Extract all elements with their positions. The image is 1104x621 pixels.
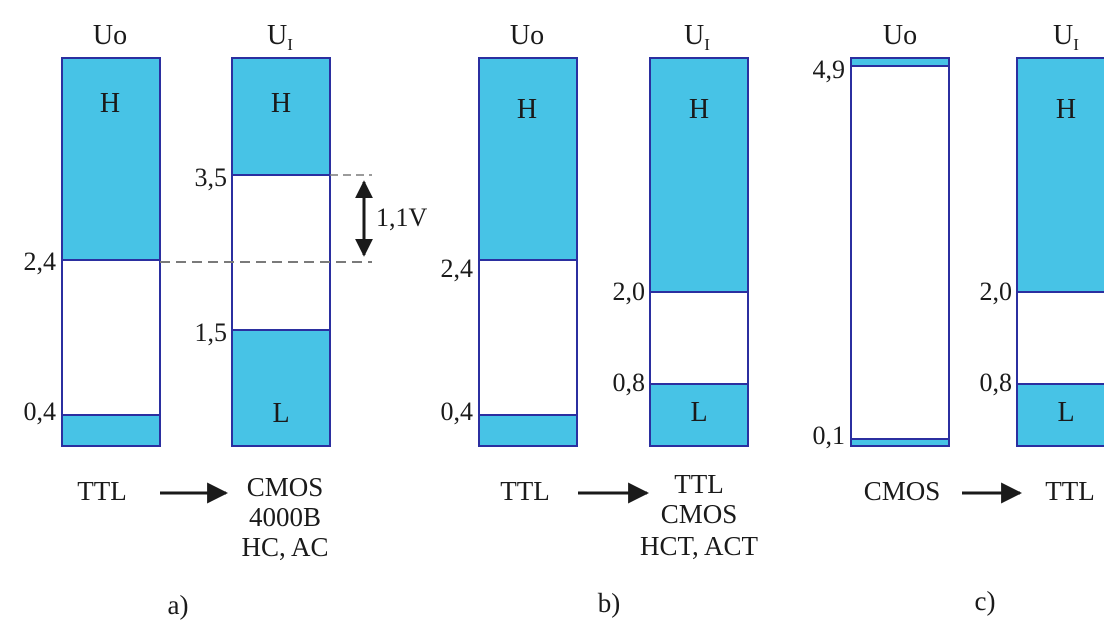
panel-c-in-tick-high: 2,0 [980, 277, 1013, 306]
panel-b-output-low-zone [478, 414, 578, 447]
panel-c: Uo 4,9 0,1 UI H L 2,0 0,8 CMOS TTL c) [813, 20, 1104, 616]
panel-b-target-line-1: TTL [674, 469, 723, 499]
panel-a-out-header: Uo [93, 20, 127, 51]
panel-b-output-high-zone [478, 57, 578, 261]
panel-c-output-high-zone [850, 57, 950, 67]
panel-a-output-low-zone [61, 414, 161, 447]
panel-b-in-tick-low: 0,8 [613, 368, 646, 397]
panel-c-out-header: Uo [883, 20, 917, 51]
panel-c-caption: c) [975, 586, 996, 616]
panel-b-input-bar [649, 57, 749, 447]
panel-a-in-tick-low: 1,5 [195, 318, 228, 347]
panel-c-source-label: CMOS [864, 476, 941, 506]
panel-b-out-header: Uo [510, 20, 544, 51]
panel-c-in-tick-low: 0,8 [980, 368, 1013, 397]
panel-a-in-tick-high: 3,5 [195, 163, 228, 192]
panel-a-margin-label: 1,1V [376, 203, 428, 232]
panel-b: Uo H 2,4 0,4 UI H L 2,0 0,8 TTL TTL CMOS… [441, 20, 759, 618]
panel-c-input-low-zone [1016, 383, 1104, 447]
panel-b-out-tick-low: 0,4 [441, 397, 474, 426]
panel-c-out-tick-high: 4,9 [813, 55, 846, 84]
panel-c-input-bar [1016, 57, 1104, 447]
panel-b-in-header: UI [684, 20, 710, 54]
panel-a-input-h-label: H [271, 88, 291, 119]
panel-a-output-h-label: H [100, 88, 120, 119]
panel-a-output-high-zone [61, 57, 161, 261]
panel-a-target-line-2: 4000B [249, 502, 321, 532]
panel-a-caption: a) [168, 590, 189, 620]
panel-a-in-header: UI [267, 20, 293, 54]
svg-text:UI: UI [684, 20, 710, 54]
panel-c-input-h-label: H [1056, 94, 1076, 125]
panel-b-output-h-label: H [517, 94, 537, 125]
panel-a-out-tick-low: 0,4 [24, 397, 57, 426]
panel-a-out-tick-high: 2,4 [24, 247, 57, 276]
panel-c-output-low-zone [850, 438, 950, 447]
panel-b-target-line-3: HCT, ACT [640, 531, 759, 561]
panel-b-input-low-zone [649, 383, 749, 447]
panel-b-input-l-label: L [690, 397, 707, 428]
svg-text:UI: UI [267, 20, 293, 54]
svg-text:UI: UI [1053, 20, 1079, 54]
panel-c-output-bar [850, 57, 950, 447]
panel-b-caption: b) [598, 588, 621, 618]
panel-c-input-l-label: L [1057, 397, 1074, 428]
panel-a-target-line-3: HC, AC [241, 532, 328, 562]
panel-a-output-bar [61, 57, 161, 447]
panel-b-target-line-2: CMOS [661, 499, 738, 529]
panel-a-input-l-label: L [272, 398, 289, 429]
panel-c-target-label: TTL [1045, 476, 1094, 506]
panel-a-source-label: TTL [77, 476, 126, 506]
panel-a-input-high-zone [231, 57, 331, 176]
panel-c-input-high-zone [1016, 57, 1104, 293]
panel-b-source-label: TTL [500, 476, 549, 506]
panel-c-in-header: UI [1053, 20, 1079, 54]
panel-b-input-h-label: H [689, 94, 709, 125]
panel-a-input-low-zone [231, 329, 331, 447]
panel-b-input-high-zone [649, 57, 749, 293]
panel-a-input-bar [231, 57, 331, 447]
panel-b-output-bar [478, 57, 578, 447]
panel-b-out-tick-high: 2,4 [441, 254, 474, 283]
panel-b-in-tick-high: 2,0 [613, 277, 646, 306]
panel-a: Uo H 2,4 0,4 UI H L 3,5 1,5 1,1V TTL CM [24, 20, 428, 620]
panel-a-target-line-1: CMOS [247, 472, 324, 502]
panel-c-out-tick-low: 0,1 [813, 421, 846, 450]
